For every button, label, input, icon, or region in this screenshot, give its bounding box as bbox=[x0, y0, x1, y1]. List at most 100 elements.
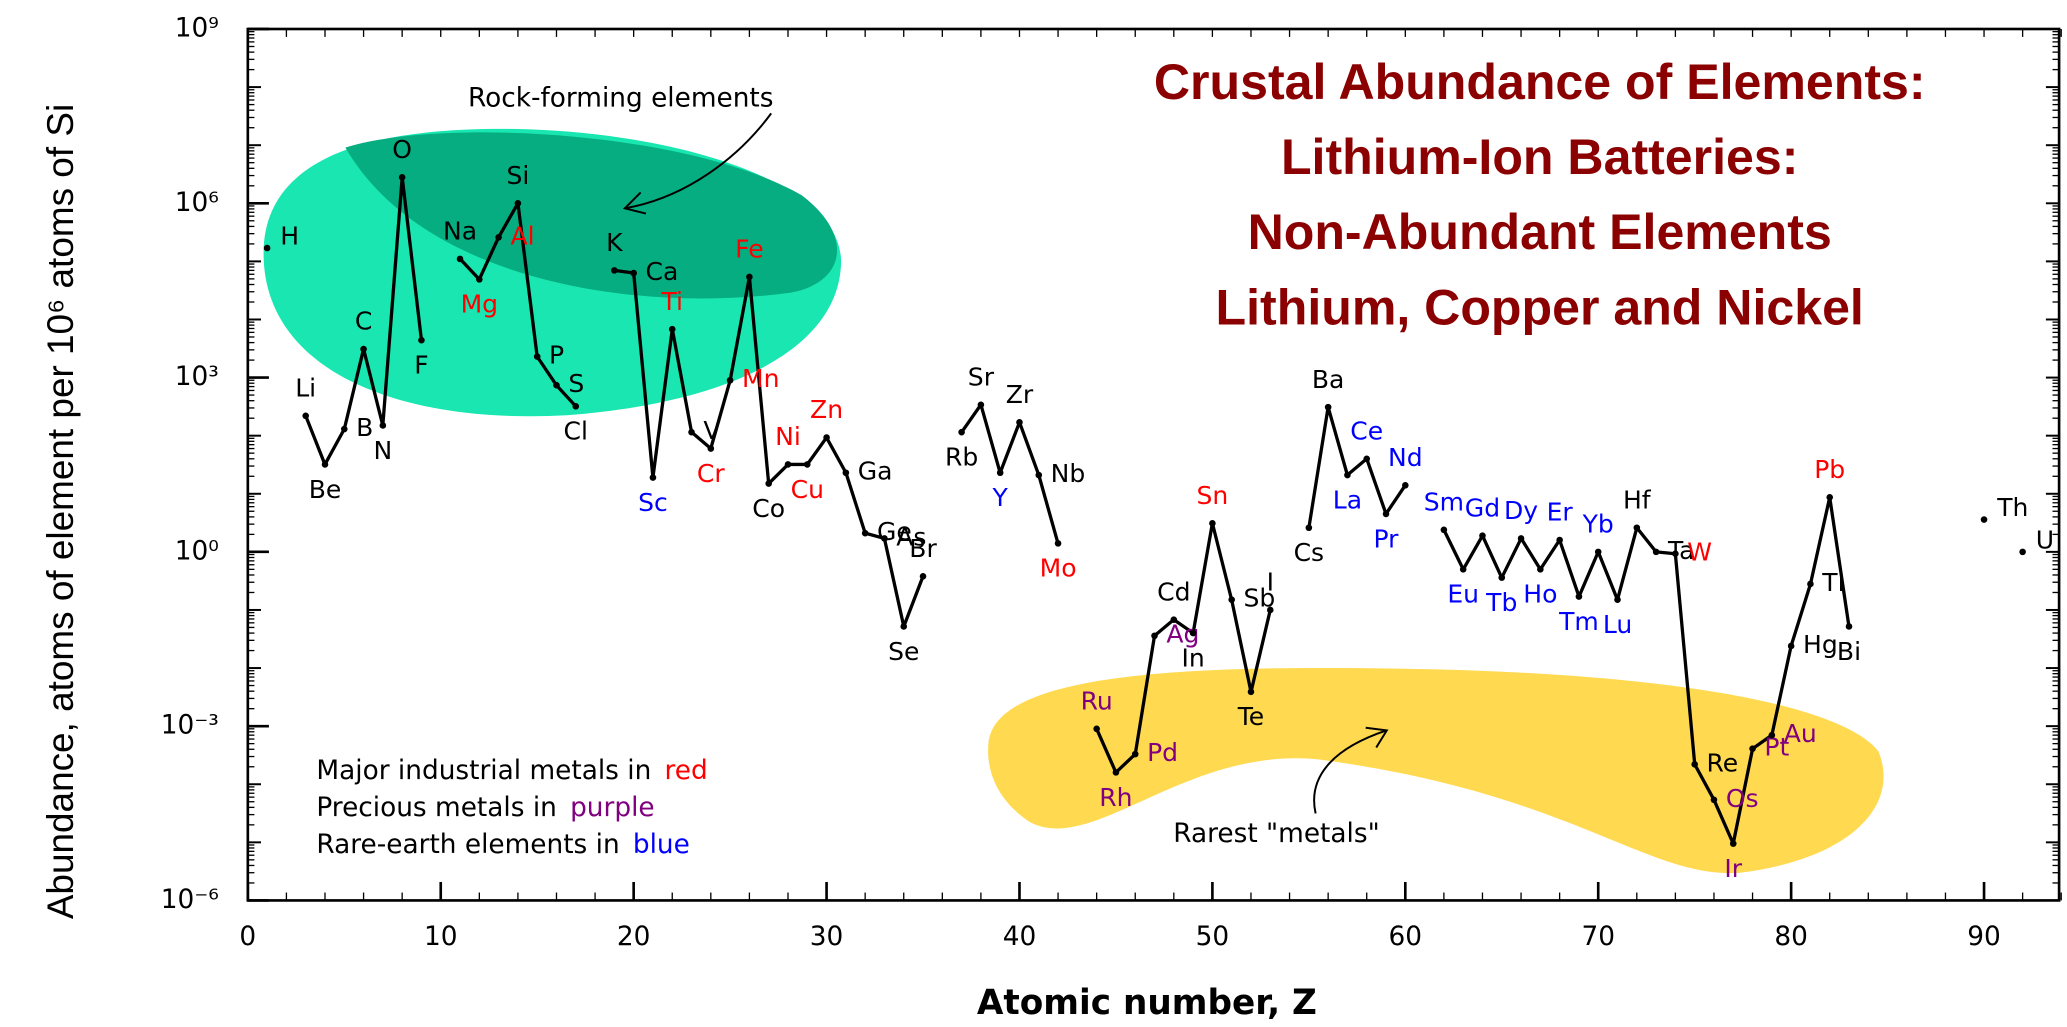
element-label: C bbox=[355, 307, 372, 336]
element-label: Eu bbox=[1447, 580, 1479, 609]
data-point bbox=[572, 403, 579, 410]
element-label: Fe bbox=[735, 235, 763, 264]
element-label: Th bbox=[1996, 493, 2028, 522]
x-tick-label: 20 bbox=[617, 922, 651, 952]
element-label: Re bbox=[1707, 748, 1739, 777]
data-point bbox=[1498, 574, 1505, 581]
data-point bbox=[457, 256, 464, 263]
y-tick-label: 10⁶ bbox=[175, 188, 219, 218]
element-label: H bbox=[280, 221, 299, 250]
element-label: Ba bbox=[1312, 365, 1345, 394]
data-point bbox=[1614, 596, 1621, 603]
data-point bbox=[399, 174, 406, 181]
data-point bbox=[1190, 630, 1197, 637]
data-point bbox=[1711, 796, 1718, 803]
data-point bbox=[1093, 726, 1100, 733]
data-point bbox=[1209, 520, 1216, 527]
data-point bbox=[765, 480, 772, 487]
data-point bbox=[958, 429, 965, 436]
data-point bbox=[862, 530, 869, 537]
element-label: Br bbox=[909, 534, 937, 563]
chart: Rock-forming elements Rarest "metals" Cr… bbox=[0, 0, 2067, 1027]
data-point bbox=[1228, 596, 1235, 603]
data-point bbox=[1672, 550, 1679, 557]
element-label: Mn bbox=[742, 364, 779, 393]
element-label: Zn bbox=[810, 395, 843, 424]
data-point bbox=[476, 276, 483, 283]
x-tick-label: 70 bbox=[1581, 922, 1615, 952]
element-label: Rb bbox=[945, 443, 978, 472]
element-label: Gd bbox=[1465, 493, 1500, 522]
title-line: Non-Abundant Elements bbox=[1248, 204, 1832, 260]
data-point bbox=[1537, 566, 1544, 573]
data-point bbox=[1556, 537, 1563, 544]
data-point bbox=[1402, 482, 1409, 489]
note-highlight: red bbox=[665, 756, 708, 786]
element-label: I bbox=[1267, 568, 1274, 597]
element-label: Y bbox=[992, 483, 1009, 512]
y-tick-label: 10⁻⁶ bbox=[161, 885, 219, 915]
note-text: Precious metals in bbox=[316, 793, 557, 823]
title: Crustal Abundance of Elements: Lithium-Io… bbox=[1154, 54, 1926, 335]
element-label: Ir bbox=[1724, 854, 1742, 883]
data-point bbox=[688, 429, 695, 436]
data-point bbox=[1769, 732, 1776, 739]
data-point bbox=[495, 234, 502, 241]
element-label: La bbox=[1333, 485, 1362, 514]
element-label: Zr bbox=[1006, 380, 1034, 409]
element-label: Mo bbox=[1040, 554, 1077, 583]
element-label: Ce bbox=[1350, 416, 1383, 445]
title-line: Crustal Abundance of Elements: bbox=[1154, 54, 1926, 110]
element-label: Na bbox=[443, 217, 477, 246]
element-label: O bbox=[392, 135, 412, 164]
data-point bbox=[650, 474, 657, 481]
element-label: Lu bbox=[1603, 610, 1632, 639]
element-label: Ga bbox=[858, 457, 893, 486]
data-point bbox=[380, 422, 387, 429]
element-label: Tl bbox=[1821, 568, 1844, 597]
x-tick-label: 90 bbox=[1967, 922, 2001, 952]
data-point bbox=[708, 445, 715, 452]
data-point bbox=[1846, 623, 1853, 630]
data-point bbox=[1441, 526, 1448, 533]
data-point bbox=[1344, 472, 1351, 479]
element-label: Be bbox=[309, 475, 342, 504]
annotation: Rarest "metals" bbox=[1173, 819, 1379, 849]
note-highlight: blue bbox=[633, 830, 690, 860]
data-point bbox=[515, 200, 522, 207]
data-point bbox=[727, 377, 734, 384]
data-point bbox=[1749, 745, 1756, 752]
data-point bbox=[264, 245, 271, 252]
x-tick-label: 80 bbox=[1774, 922, 1808, 952]
data-point bbox=[1306, 524, 1313, 531]
element-label: Al bbox=[510, 221, 534, 250]
y-tick-label: 10⁻³ bbox=[161, 711, 219, 741]
element-label: Pb bbox=[1814, 455, 1845, 484]
element-label: Nb bbox=[1051, 459, 1086, 488]
data-point bbox=[804, 461, 811, 468]
note-text: Rare-earth elements in bbox=[316, 830, 619, 860]
data-point bbox=[1151, 632, 1158, 639]
data-point bbox=[920, 573, 927, 580]
element-label: Pr bbox=[1374, 524, 1400, 553]
element-label: U bbox=[2036, 525, 2054, 554]
element-label: Hf bbox=[1623, 485, 1652, 514]
data-point bbox=[341, 426, 348, 433]
x-tick-label: 30 bbox=[810, 922, 844, 952]
element-label: Cr bbox=[697, 459, 725, 488]
data-point bbox=[1016, 419, 1023, 426]
note: Rare-earth elements in blue bbox=[316, 830, 689, 860]
data-point bbox=[843, 469, 850, 476]
data-point bbox=[1055, 540, 1062, 547]
title-line: Lithium-Ion Batteries: bbox=[1281, 129, 1798, 185]
data-point bbox=[611, 267, 618, 274]
data-point bbox=[1595, 549, 1602, 556]
note-text: Major industrial metals in bbox=[316, 756, 651, 786]
element-label: Pd bbox=[1147, 738, 1178, 767]
element-label: Ca bbox=[646, 257, 679, 286]
element-label: Tb bbox=[1485, 588, 1517, 617]
x-tick-label: 60 bbox=[1389, 922, 1423, 952]
element-label: Os bbox=[1726, 784, 1759, 813]
element-label: S bbox=[568, 369, 584, 398]
